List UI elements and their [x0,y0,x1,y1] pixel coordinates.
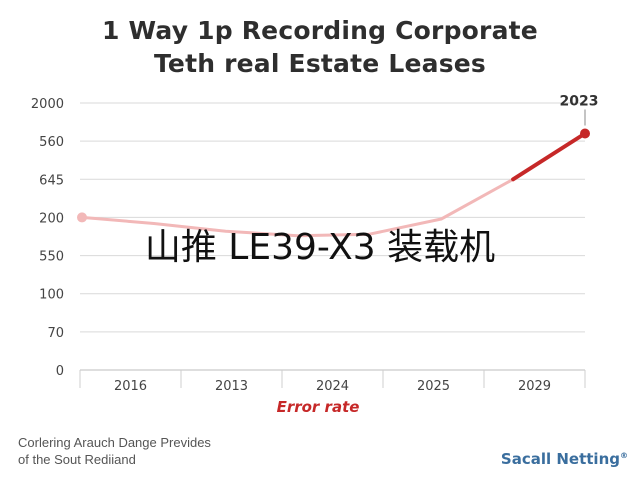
y-tick-label: 100 [39,288,64,303]
data-point-start [77,212,87,223]
brand-text: Sacall Netting [500,450,620,468]
overlay-caption: 山推 LE39-X3 装载机 [144,227,496,268]
y-tick-label: 0 [56,364,64,379]
series-line-faded [80,177,515,238]
source-note-line-2: of the Sout Rediiand [18,452,136,467]
series-lines [80,131,587,238]
y-tick-label: 560 [39,135,64,150]
data-point-end [580,128,590,139]
source-note-line-1: Corlering Arauch Dange Prevides [18,435,211,450]
chart-title-line-2: Teth real Estate Leases [153,49,487,78]
y-tick-label: 645 [39,173,64,188]
x-tick-label: 2025 [417,379,450,394]
source-note: Corlering Arauch Dange Prevides of the S… [18,434,211,468]
series-line-highlight [511,131,587,182]
x-tick-label: 2029 [518,379,551,394]
chart-title: 1 Way 1p Recording Corporate Teth real E… [0,14,640,80]
x-tick-label: 2013 [215,379,248,394]
x-tick-label: 2024 [316,379,349,394]
y-tick-label: 550 [39,250,64,265]
y-axis-ticks: 2000 560 645 200 550 100 70 0 [31,97,64,379]
x-axis-label: Error rate [277,398,360,416]
x-tick-label: 2016 [114,379,147,394]
chart-title-line-1: 1 Way 1p Recording Corporate [102,16,538,45]
x-axis-ticks: 2016 2013 2024 2025 2029 [114,379,551,394]
y-tick-label: 200 [39,211,64,226]
point-label: 2023 [560,94,599,110]
data-points: 2023 [77,94,598,223]
gridlines [79,102,586,388]
y-tick-label: 2000 [31,97,64,112]
brand-logo: Sacall Netting® [500,450,628,468]
y-tick-label: 70 [47,326,64,341]
